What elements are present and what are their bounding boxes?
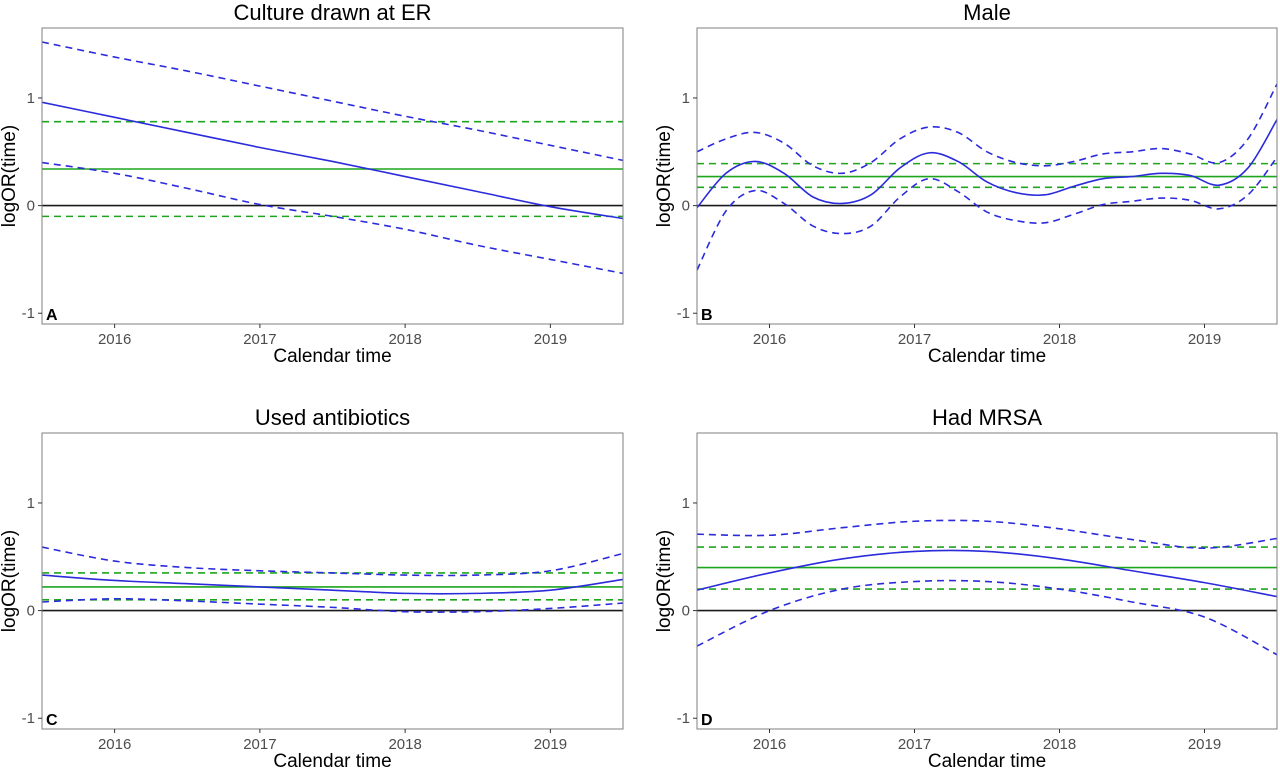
lower-ci-curve <box>697 156 1277 271</box>
x-tick-label: 2016 <box>98 736 131 753</box>
plot-frame <box>41 27 624 325</box>
panel-title: Male <box>963 0 1011 25</box>
y-tick-label: -1 <box>22 305 35 322</box>
x-tick-label: 2019 <box>1188 331 1221 348</box>
y-tick-label: 0 <box>682 603 690 620</box>
upper-ci-curve <box>42 546 623 577</box>
y-axis-title: logOR(time) <box>0 530 20 632</box>
panel-d: -1 0 1 2016 2017 2018 2019 Had MRSA Calendar tim… <box>654 405 1278 771</box>
panel-letter: D <box>701 712 713 729</box>
panel-letter: A <box>46 307 58 324</box>
x-tick-label: 2018 <box>1043 736 1076 753</box>
plot-area <box>697 519 1277 656</box>
x-tick-label: 2017 <box>243 736 276 753</box>
y-tick-label: 1 <box>682 495 690 512</box>
y-axis-title: logOR(time) <box>0 125 20 227</box>
x-tick-label: 2019 <box>534 331 567 348</box>
y-tick-label: -1 <box>677 710 690 727</box>
plot-frame <box>41 432 624 730</box>
plot-frame <box>696 432 1278 730</box>
panel-a: -1 0 1 2016 2017 2018 2019 Culture drawn at ER C… <box>0 0 624 367</box>
x-tick-label: 2018 <box>1043 331 1076 348</box>
panel-letter: B <box>701 307 713 324</box>
y-axis-title: logOR(time) <box>654 530 675 632</box>
y-tick-label: 0 <box>682 198 690 215</box>
x-tick-label: 2018 <box>388 331 421 348</box>
x-axis-title: Calendar time <box>928 751 1046 771</box>
panel-title: Had MRSA <box>932 405 1042 430</box>
y-axis-title: logOR(time) <box>654 125 675 227</box>
panel-b: -1 0 1 2016 2017 2018 2019 Male Calendar time log… <box>654 0 1278 367</box>
x-axis-title: Calendar time <box>273 346 391 367</box>
estimate-curve <box>697 119 1277 209</box>
x-tick-label: 2017 <box>243 331 276 348</box>
lower-ci-curve <box>42 597 623 613</box>
plot-area <box>697 83 1277 271</box>
y-tick-label: 1 <box>27 495 35 512</box>
estimate-curve <box>697 549 1277 598</box>
x-tick-label: 2016 <box>753 736 786 753</box>
panel-letter: C <box>46 712 58 729</box>
estimate-curve <box>42 574 623 595</box>
x-tick-label: 2019 <box>534 736 567 753</box>
x-tick-label: 2018 <box>388 736 421 753</box>
x-tick-label: 2019 <box>1188 736 1221 753</box>
y-tick-label: 0 <box>27 603 35 620</box>
lower-ci-curve <box>697 579 1277 656</box>
plot-area <box>42 546 623 613</box>
upper-ci-curve <box>42 41 623 162</box>
lower-ci-curve <box>42 161 623 275</box>
plot-area <box>42 41 623 275</box>
x-axis-title: Calendar time <box>273 751 391 771</box>
y-tick-label: 0 <box>27 198 35 215</box>
y-tick-label: 1 <box>27 90 35 107</box>
plot-frame <box>696 27 1278 325</box>
y-tick-label: 1 <box>682 90 690 107</box>
y-tick-label: -1 <box>22 710 35 727</box>
x-tick-label: 2017 <box>898 736 931 753</box>
estimate-curve <box>42 101 623 220</box>
panel-title: Culture drawn at ER <box>233 0 431 25</box>
x-axis-title: Calendar time <box>928 346 1046 367</box>
panel-c: -1 0 1 2016 2017 2018 2019 Used antibiotics Cale… <box>0 405 624 771</box>
x-tick-label: 2016 <box>753 331 786 348</box>
upper-ci-curve <box>697 83 1277 175</box>
panel-title: Used antibiotics <box>255 405 410 430</box>
x-tick-label: 2016 <box>98 331 131 348</box>
y-tick-label: -1 <box>677 305 690 322</box>
x-tick-label: 2017 <box>898 331 931 348</box>
upper-ci-curve <box>697 519 1277 549</box>
